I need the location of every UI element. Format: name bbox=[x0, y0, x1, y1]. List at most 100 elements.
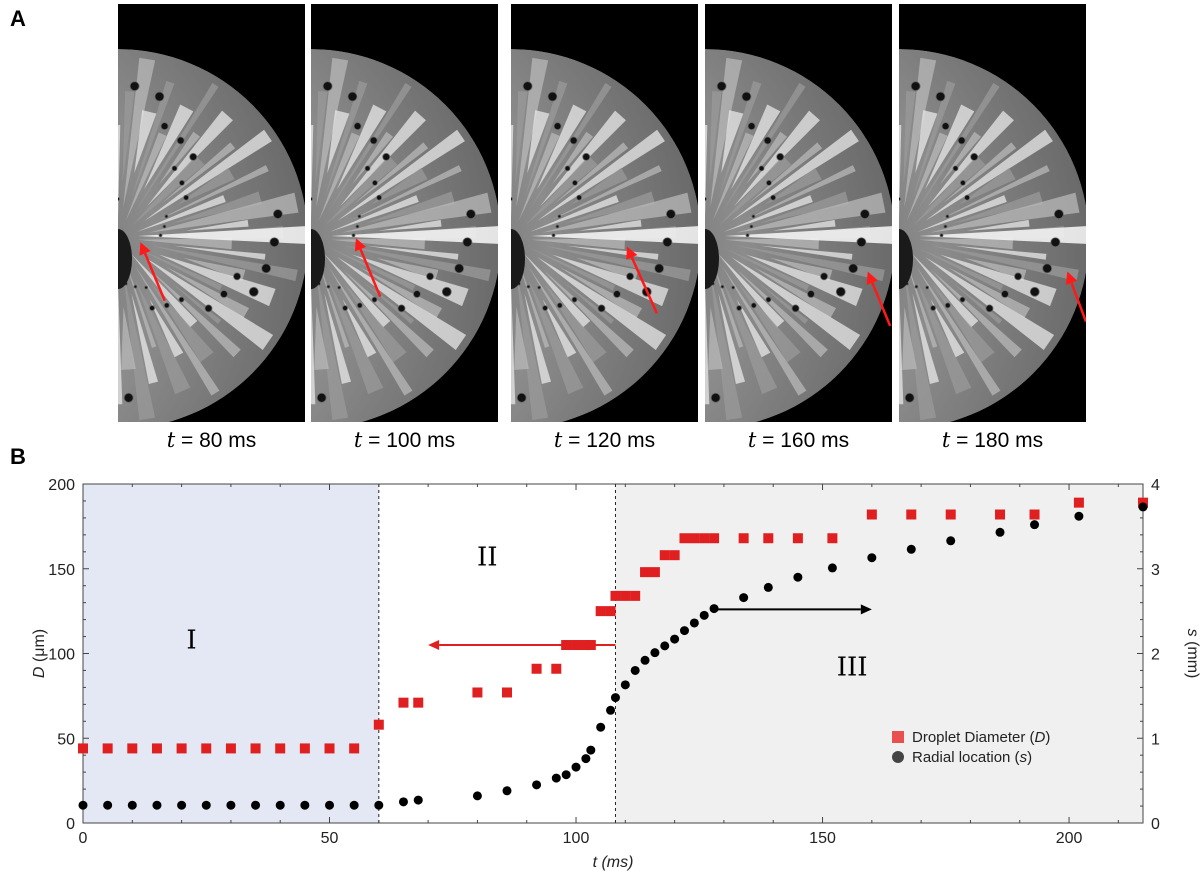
time-variable: t bbox=[553, 428, 563, 452]
x-tick-label: 150 bbox=[809, 830, 836, 847]
diameter-point bbox=[102, 743, 113, 754]
diameter-point bbox=[620, 590, 631, 601]
radial-location-point bbox=[610, 693, 620, 703]
diameter-point bbox=[127, 743, 138, 754]
diameter-point bbox=[324, 743, 335, 754]
radial-location-point bbox=[699, 610, 709, 620]
diameter-point bbox=[250, 743, 261, 754]
y-left-tick-label: 200 bbox=[48, 477, 75, 494]
y-left-tick-label: 50 bbox=[57, 731, 75, 748]
radial-location-point bbox=[1030, 520, 1040, 530]
radial-location-point bbox=[709, 604, 719, 614]
radial-location-point bbox=[660, 641, 670, 651]
radial-location-point bbox=[152, 800, 162, 810]
diameter-point bbox=[373, 719, 384, 730]
radial-location-point bbox=[472, 791, 482, 801]
diameter-point bbox=[176, 743, 187, 754]
diameter-point bbox=[1073, 497, 1084, 508]
microscope-frame bbox=[899, 4, 1086, 422]
diameter-point bbox=[571, 640, 582, 651]
diameter-point bbox=[605, 606, 616, 617]
radial-location-point bbox=[867, 553, 877, 563]
radial-location-point bbox=[561, 770, 571, 780]
diameter-point bbox=[398, 697, 409, 708]
red-arrow bbox=[630, 256, 659, 314]
radial-location-point bbox=[596, 722, 606, 732]
panel-label-a: A bbox=[10, 6, 26, 31]
frame-caption: t = 100 ms bbox=[311, 428, 498, 453]
diameter-point bbox=[1029, 509, 1040, 520]
radial-location-point bbox=[679, 626, 689, 636]
radial-location-point bbox=[532, 780, 542, 790]
diameter-point bbox=[151, 743, 162, 754]
x-tick-label: 50 bbox=[321, 830, 339, 847]
radial-location-point bbox=[226, 800, 236, 810]
y-right-tick-label: 0 bbox=[1151, 816, 1160, 833]
diameter-point bbox=[679, 533, 690, 544]
diameter-point bbox=[630, 590, 641, 601]
legend-marker-circle bbox=[892, 751, 904, 763]
diameter-point bbox=[689, 533, 700, 544]
time-value: = 120 ms bbox=[562, 429, 656, 452]
red-arrow-head bbox=[354, 238, 367, 252]
diameter-point bbox=[585, 640, 596, 651]
radial-location-point bbox=[586, 745, 596, 755]
region-label: I bbox=[186, 625, 196, 655]
diameter-point bbox=[659, 550, 670, 561]
radial-location-point bbox=[374, 800, 384, 810]
microscope-frame bbox=[311, 4, 498, 422]
x-tick-label: 200 bbox=[1056, 830, 1083, 847]
radial-location-point bbox=[793, 572, 803, 582]
radial-location-point bbox=[251, 800, 261, 810]
diameter-point bbox=[995, 509, 1006, 520]
radial-location-point bbox=[1074, 511, 1084, 521]
red-arrow bbox=[1070, 282, 1086, 323]
radial-location-point bbox=[946, 536, 956, 546]
radial-location-point bbox=[300, 800, 310, 810]
time-value: = 180 ms bbox=[950, 429, 1044, 452]
radial-location-point bbox=[606, 705, 616, 715]
y-left-tick-label: 100 bbox=[48, 647, 75, 664]
time-variable: t bbox=[353, 428, 363, 452]
y-right-tick-label: 2 bbox=[1151, 647, 1160, 664]
radial-location-point bbox=[201, 800, 211, 810]
frame-caption: t = 180 ms bbox=[899, 428, 1086, 453]
diameter-point bbox=[299, 743, 310, 754]
radial-location-point bbox=[349, 800, 359, 810]
time-variable: t bbox=[166, 428, 176, 452]
panel-label-b: B bbox=[10, 444, 26, 469]
diameter-point bbox=[595, 606, 606, 617]
radial-location-point bbox=[670, 634, 680, 644]
radial-location-point bbox=[398, 797, 408, 807]
diameter-point bbox=[531, 663, 542, 674]
y-right-tick-label: 1 bbox=[1151, 731, 1160, 748]
time-variable: t bbox=[941, 428, 951, 452]
diameter-point bbox=[709, 533, 720, 544]
radial-location-point bbox=[640, 655, 650, 665]
x-tick-label: 0 bbox=[79, 830, 88, 847]
radial-location-point bbox=[739, 593, 749, 603]
diameter-point bbox=[699, 533, 710, 544]
diameter-point bbox=[502, 687, 512, 698]
y-left-axis-label: D (μm) bbox=[31, 629, 48, 678]
radial-location-point bbox=[502, 786, 512, 796]
time-value: = 100 ms bbox=[362, 429, 456, 452]
diameter-point bbox=[649, 567, 660, 578]
legend-marker-square bbox=[892, 731, 904, 743]
diameter-point bbox=[201, 743, 212, 754]
radial-location-point bbox=[177, 800, 187, 810]
x-tick-label: 100 bbox=[563, 830, 590, 847]
y-right-tick-label: 4 bbox=[1151, 477, 1160, 494]
diameter-point bbox=[413, 697, 424, 708]
y-left-tick-label: 0 bbox=[66, 816, 75, 833]
diameter-point bbox=[610, 590, 621, 601]
diameter-point bbox=[738, 533, 749, 544]
red-arrow bbox=[871, 282, 892, 327]
diameter-point bbox=[551, 663, 562, 674]
radial-location-point bbox=[127, 800, 137, 810]
diameter-point bbox=[906, 509, 917, 520]
radial-location-point bbox=[995, 527, 1005, 537]
microscope-frame bbox=[705, 4, 892, 422]
radial-location-point bbox=[1138, 502, 1148, 512]
radial-location-point bbox=[650, 648, 660, 658]
